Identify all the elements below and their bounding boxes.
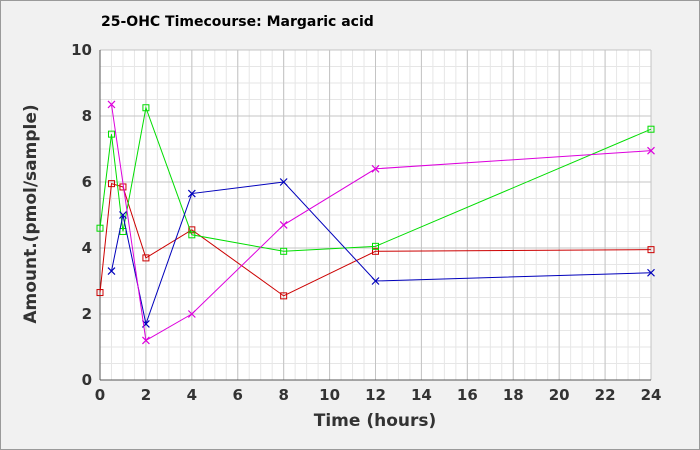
series-2	[107, 178, 655, 328]
data-point	[107, 100, 116, 109]
series-layer	[96, 100, 655, 345]
y-tick-label: 8	[82, 107, 92, 125]
series-1	[96, 104, 655, 255]
x-tick-label: 24	[641, 386, 662, 404]
data-point	[96, 289, 104, 297]
data-point	[187, 189, 196, 198]
data-point	[96, 224, 104, 232]
data-point	[647, 246, 655, 254]
y-tick-labels: 0 2 4 6 8 10	[71, 41, 92, 389]
major-grid	[99, 49, 652, 381]
x-tick-label: 0	[95, 386, 105, 404]
x-tick-label: 4	[187, 386, 197, 404]
x-tick-label: 8	[278, 386, 288, 404]
y-axis-label: Amount.(pmol/sample)	[21, 104, 41, 323]
data-point	[107, 180, 115, 188]
x-tick-labels: 0 2 4 6 8 10 12 14 16 18 20 22 24	[95, 386, 662, 404]
x-tick-label: 18	[503, 386, 524, 404]
data-point	[647, 146, 655, 155]
y-tick-label: 2	[82, 305, 92, 323]
y-tick-label: 10	[71, 41, 92, 59]
data-point	[371, 277, 380, 285]
data-point	[279, 178, 288, 186]
x-tick-label: 2	[141, 386, 151, 404]
x-tick-label: 12	[365, 386, 386, 404]
series-3	[107, 100, 655, 345]
data-point	[142, 254, 150, 262]
x-tick-label: 14	[411, 386, 432, 404]
data-point	[647, 125, 655, 133]
y-tick-label: 4	[82, 239, 92, 257]
data-point	[371, 164, 380, 173]
x-tick-label: 6	[233, 386, 243, 404]
series-line	[99, 183, 652, 297]
data-point	[372, 242, 379, 250]
x-tick-label: 16	[457, 386, 478, 404]
data-point	[107, 267, 116, 276]
y-tick-label: 0	[82, 371, 92, 389]
data-point	[141, 336, 150, 345]
data-point	[280, 247, 288, 255]
series-line	[99, 105, 652, 252]
data-point	[188, 231, 196, 239]
data-point	[107, 130, 115, 138]
data-point	[187, 310, 196, 318]
data-point	[188, 226, 196, 234]
data-point	[279, 220, 288, 229]
axes	[99, 50, 651, 381]
x-tick-label: 20	[549, 386, 570, 404]
series-line	[110, 104, 652, 342]
data-point	[142, 104, 150, 112]
data-point	[119, 211, 127, 219]
data-point	[647, 268, 655, 277]
x-axis-label: Time (hours)	[314, 411, 437, 431]
x-tick-label: 22	[595, 386, 616, 404]
chart-title: 25-OHC Timecourse: Margaric acid	[101, 14, 374, 30]
data-point	[372, 247, 379, 255]
y-tick-label: 6	[82, 173, 92, 191]
x-tick-label: 10	[319, 386, 340, 404]
data-point	[280, 292, 288, 300]
